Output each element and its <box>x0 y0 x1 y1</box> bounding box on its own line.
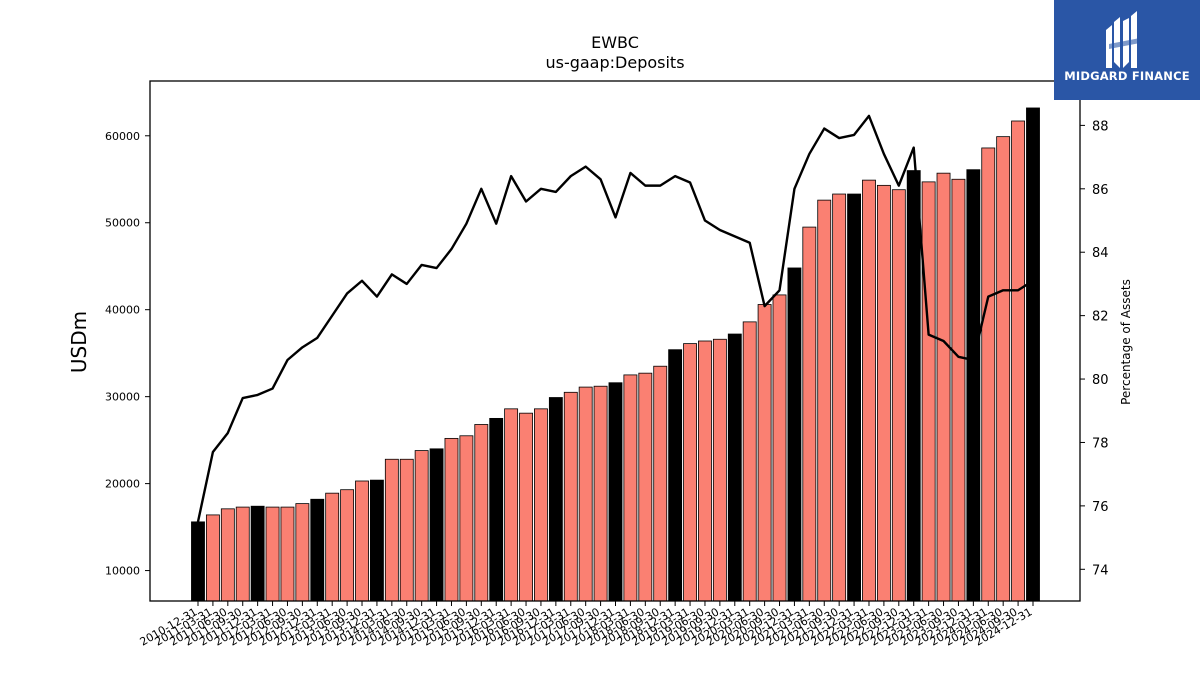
logo-text: MIDGARD FINANCE <box>1064 69 1190 83</box>
y2-tick-label: 88 <box>1092 119 1109 134</box>
y2-tick-label: 86 <box>1092 183 1109 198</box>
bar-2011-06-30 <box>220 508 235 602</box>
bar-2014-06-30 <box>399 458 414 602</box>
y2-tick-label: 80 <box>1092 373 1109 388</box>
bar-2019-09-30 <box>712 338 727 602</box>
y2-tick-label: 82 <box>1092 310 1109 325</box>
bar-2018-06-30 <box>638 372 653 602</box>
bar-2012-12-31 <box>310 498 325 602</box>
bar-2019-03-31 <box>683 343 697 602</box>
bar-2022-06-30 <box>876 184 891 602</box>
percentage-of-assets-line <box>196 114 1034 522</box>
bar-2017-09-30 <box>593 385 608 602</box>
bar-2012-03-31 <box>265 506 280 602</box>
bar-2016-12-31 <box>548 397 563 602</box>
midgard-logo-icon <box>1106 11 1140 68</box>
bar-2011-12-31 <box>250 505 265 602</box>
bar-2015-03-31 <box>444 437 459 602</box>
midgard-finance-logo: MIDGARD FINANCE <box>1054 0 1200 100</box>
bar-2012-09-30 <box>295 503 310 602</box>
y2-tick-label: 74 <box>1092 563 1109 578</box>
bar-2016-03-31 <box>504 408 519 602</box>
bar-2022-12-31 <box>906 170 921 602</box>
bar-2014-09-30 <box>414 450 429 602</box>
bar-2013-06-30 <box>340 489 355 602</box>
y-tick-label: 50000 <box>105 217 140 230</box>
bar-2022-03-31 <box>862 179 876 602</box>
bar-2019-12-31 <box>727 333 742 602</box>
bar-2016-09-30 <box>534 408 548 602</box>
bar-2013-03-31 <box>325 492 340 602</box>
bar-2024-12-31 <box>1026 107 1040 602</box>
bar-2023-12-31 <box>966 169 981 602</box>
bar-2024-06-30 <box>996 136 1011 602</box>
y-tick-label: 60000 <box>105 130 140 143</box>
bar-2013-09-30 <box>355 480 369 602</box>
y2-tick-label: 78 <box>1092 436 1109 451</box>
y2-tick-label: 84 <box>1092 246 1109 261</box>
bar-2022-09-30 <box>891 189 906 602</box>
bar-2012-06-30 <box>280 506 295 602</box>
y2-tick-label: 76 <box>1092 500 1109 515</box>
bar-2019-06-30 <box>698 340 712 602</box>
y-axis-label: USDm <box>67 311 91 373</box>
bar-2015-09-30 <box>474 424 489 602</box>
bar-2018-09-30 <box>653 365 668 602</box>
bar-2021-09-30 <box>832 193 847 602</box>
bar-2024-09-30 <box>1011 120 1026 602</box>
y-tick-label: 30000 <box>105 391 140 404</box>
bar-2018-12-31 <box>668 349 683 602</box>
bar-2021-03-31 <box>802 226 817 602</box>
chart-title: EWBC <box>591 33 639 52</box>
bar-2015-12-31 <box>489 417 504 602</box>
bar-2010-12-31 <box>191 521 205 602</box>
y-tick-label: 40000 <box>105 304 140 317</box>
bar-2015-06-30 <box>459 435 474 602</box>
bar-2020-03-31 <box>742 321 757 602</box>
bar-2021-06-30 <box>817 199 832 602</box>
y-tick-label: 20000 <box>105 478 140 491</box>
bar-2014-12-31 <box>429 448 444 602</box>
bar-2021-12-31 <box>847 193 861 602</box>
bar-2011-09-30 <box>235 506 250 602</box>
bar-2013-12-31 <box>369 479 384 602</box>
bar-2020-06-30 <box>757 304 772 602</box>
y-tick-label: 10000 <box>105 565 140 578</box>
plot-frame <box>149 80 1081 602</box>
bar-2024-03-31 <box>981 147 996 602</box>
bar-2018-03-31 <box>623 374 638 602</box>
bar-2023-06-30 <box>936 172 951 602</box>
chart-subtitle: us-gaap:Deposits <box>545 53 684 72</box>
bar-2016-06-30 <box>519 412 533 602</box>
bar-2020-12-31 <box>787 267 802 602</box>
bar-2017-03-31 <box>563 391 578 602</box>
bar-2023-09-30 <box>951 178 966 602</box>
bar-2014-03-31 <box>384 458 399 602</box>
y2-axis-label: Percentage of Assets <box>1119 279 1133 405</box>
bar-2020-09-30 <box>772 294 787 602</box>
bar-2011-03-31 <box>205 514 220 602</box>
bar-2023-03-31 <box>921 181 936 602</box>
bar-2017-12-31 <box>608 382 623 602</box>
bar-2017-06-30 <box>578 386 593 602</box>
